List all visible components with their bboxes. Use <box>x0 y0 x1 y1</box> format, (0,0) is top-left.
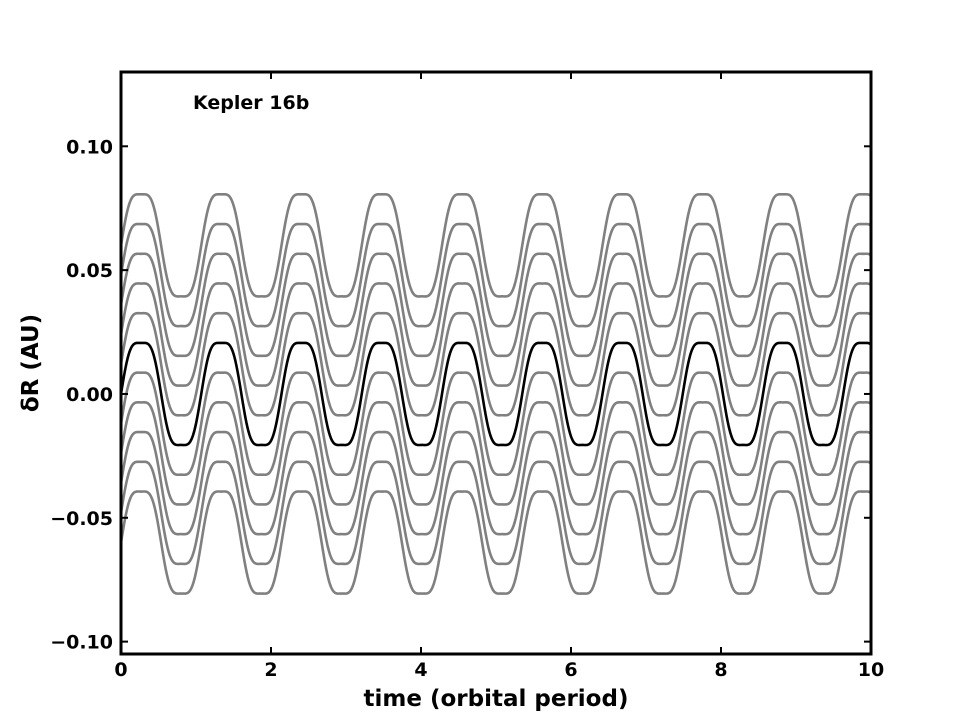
series-line-10 <box>119 490 872 595</box>
x-tick-label: 8 <box>714 659 727 681</box>
x-axis-label: time (orbital period) <box>364 686 629 712</box>
y-tick-label: −0.10 <box>50 632 113 654</box>
chart-annotation: Kepler 16b <box>193 92 309 114</box>
series-line-3 <box>119 282 872 387</box>
y-tick-label: 0.10 <box>66 136 113 158</box>
x-tick-label: 10 <box>858 659 884 681</box>
series-line-9 <box>119 460 872 566</box>
series-line-highlight <box>119 341 872 447</box>
x-tick-label: 0 <box>114 659 127 681</box>
series-line-6 <box>119 371 872 477</box>
x-tick-label: 4 <box>414 659 427 681</box>
series-line-1 <box>119 222 872 328</box>
series-line-0 <box>119 193 872 298</box>
y-axis-label: δR (AU) <box>18 314 44 412</box>
x-tick-label: 6 <box>564 659 577 681</box>
y-tick-label: 0.05 <box>66 260 113 282</box>
series-line-2 <box>119 252 872 358</box>
x-tick-label: 2 <box>264 659 277 681</box>
series-line-4 <box>119 311 872 417</box>
series-line-7 <box>119 401 872 506</box>
axis-ticks: 0 2 4 6 8 10 −0.10 −0.05 0.00 0.05 0.10 <box>50 72 884 681</box>
y-tick-label: 0.00 <box>66 384 113 406</box>
y-tick-label: −0.05 <box>50 508 113 530</box>
series-line-8 <box>119 430 872 536</box>
plot-frame <box>119 70 873 656</box>
series-lines <box>119 193 872 595</box>
